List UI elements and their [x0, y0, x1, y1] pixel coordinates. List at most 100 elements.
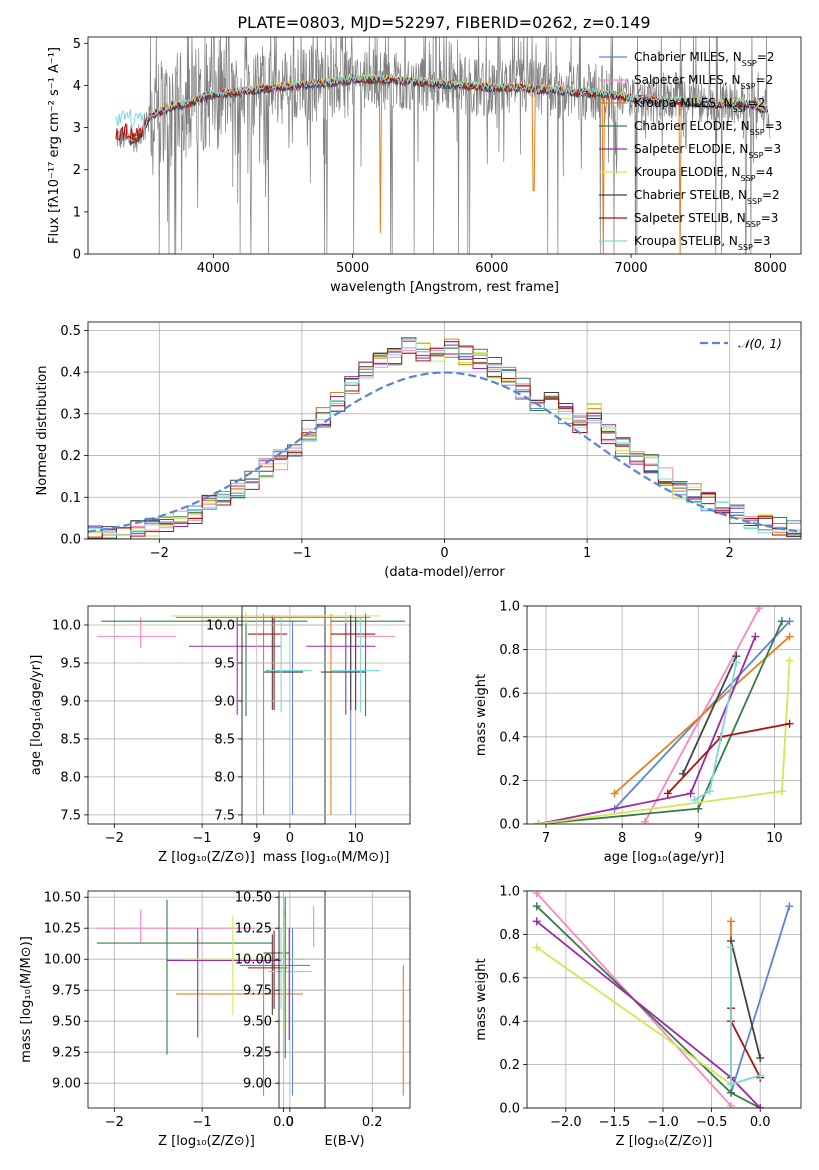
x-tick-label: −1.0 — [647, 1115, 679, 1130]
x-tick-label: 0 — [286, 831, 294, 846]
panel-mass-vs-EBV: 0.0 0.2 9.00 9.25 9.50 9.75 10.00 10.25 10.50 E(B… — [235, 890, 411, 1149]
y-tick-label: 7.5 — [214, 808, 235, 823]
x-tick-label: −1 — [292, 546, 311, 561]
x-tick-label: −1 — [193, 831, 212, 846]
x-tick-label: 10 — [347, 831, 364, 846]
series-marker — [756, 1071, 765, 1080]
y-axis-label: mass [log₁₀(M/M⊙)] — [19, 936, 34, 1063]
data-spectrum — [115, 37, 771, 254]
legend-label: Chabrier ELODIE, NSSP=3 — [634, 119, 782, 137]
y-tick-label: 0.4 — [499, 1015, 520, 1030]
y-tick-label: 0.0 — [499, 818, 520, 833]
x-tick-label: 7000 — [615, 261, 648, 276]
series-marker — [785, 719, 794, 728]
x-axis-label: (data-model)/error — [384, 565, 505, 580]
errorbar-kroupa-stelib — [330, 617, 381, 713]
series-marker — [686, 789, 695, 798]
series-kroupa-stelib — [727, 943, 765, 1089]
errorbar-chabrier-elodie — [96, 899, 273, 1055]
errorbar-kroupa-elodie — [261, 612, 381, 624]
plot-area — [96, 612, 325, 815]
series-marker — [777, 787, 786, 796]
legend-value: =2 — [756, 73, 774, 87]
y-axis-label: age [log₁₀(age/yr)] — [29, 655, 44, 776]
y-tick-label: 1 — [73, 205, 81, 220]
y-tick-label: 0.2 — [499, 1058, 520, 1073]
plot-area — [532, 891, 794, 1108]
axes-frame: 9 10 7.5 8.0 8.5 9.0 9.5 10.0 mass [log₁₀(M/M⊙)] — [206, 605, 411, 865]
series-marker — [532, 917, 541, 926]
x-tick-label: 9 — [253, 831, 261, 846]
axes-frame: 0.0 0.2 9.00 9.25 9.50 9.75 10.00 10.25 10.50 E(B… — [235, 890, 411, 1149]
y-tick-label: 2 — [73, 163, 81, 178]
x-tick-label: 0.0 — [750, 1115, 771, 1130]
x-tick-label: 9 — [694, 831, 702, 846]
y-tick-label: 9.75 — [52, 984, 81, 999]
plot-area — [534, 606, 794, 824]
y-tick-label: 9.00 — [52, 1077, 81, 1092]
series-marker — [785, 617, 794, 626]
x-tick-label: 10 — [766, 831, 783, 846]
chart-title: PLATE=0803, MJD=52297, FIBERID=0262, z=0… — [237, 13, 650, 32]
errorbar-salpeter-elodie — [188, 617, 282, 715]
axes-box — [87, 890, 326, 1109]
x-tick-label: −0.5 — [696, 1115, 728, 1130]
series-marker — [640, 817, 649, 824]
legend-label: Salpeter ELODIE, NSSP=3 — [634, 142, 781, 160]
legend-value: =4 — [756, 165, 774, 179]
series-marker — [732, 658, 741, 667]
y-axis-label: Flux [fλ10⁻¹⁷ erg cm⁻² s⁻¹ A⁻¹] — [47, 47, 62, 244]
errorbar-kroupa-miles — [256, 613, 371, 815]
axes-box — [278, 890, 411, 1109]
errorbar-salpeter-elodie — [167, 928, 282, 1038]
y-tick-label: 8.0 — [214, 770, 235, 785]
legend-value: =2 — [762, 188, 780, 202]
errorbar-salpeter-miles — [96, 909, 255, 944]
series-marker — [756, 1054, 765, 1063]
x-tick-label: −2.0 — [550, 1115, 582, 1130]
y-tick-label: 9.50 — [52, 1015, 81, 1030]
y-tick-label: 10.50 — [235, 891, 272, 906]
x-tick-label: −2 — [105, 1115, 124, 1130]
errorbar-kroupa-stelib — [267, 617, 312, 713]
legend-label: Chabrier MILES, NSSP=2 — [634, 50, 774, 68]
panel-age-vs-mass: 9 10 7.5 8.0 8.5 9.0 9.5 10.0 mass [log₁₀(M/M⊙)] — [206, 605, 411, 865]
x-axis-label: Z [log₁₀(Z/Z⊙)] — [158, 850, 255, 865]
y-axis-label: mass weight — [474, 958, 489, 1040]
x-axis-label: Z [log₁₀(Z/Z⊙)] — [158, 1134, 255, 1149]
series-line — [682, 655, 738, 775]
legend-subscript: SSP — [747, 197, 762, 206]
x-axis-label: age [log₁₀(age/yr)] — [604, 850, 725, 865]
y-tick-label: 0.0 — [499, 1102, 520, 1117]
legend-subscript: SSP — [742, 59, 757, 68]
plot-area — [256, 612, 406, 815]
errorbar-salpeter-miles — [96, 617, 176, 648]
series-marker — [727, 943, 736, 952]
series-kroupa-elodie — [534, 656, 794, 824]
legend-label: Kroupa ELODIE, NSSP=4 — [634, 165, 773, 183]
axes-box — [526, 605, 802, 825]
model-kroupa-stelib — [115, 73, 769, 130]
y-tick-label: 10.0 — [52, 618, 81, 633]
y-tick-label: 9.25 — [243, 1046, 272, 1061]
y-tick-label: 0.3 — [60, 407, 81, 422]
hist-kroupa-stelib — [88, 339, 801, 539]
legend-value: =3 — [763, 142, 781, 156]
series-marker — [756, 1104, 765, 1108]
errorbar-kroupa-miles — [175, 956, 304, 1096]
y-tick-label: 0.0 — [60, 533, 81, 548]
plot-area — [88, 337, 801, 539]
series-marker — [727, 917, 736, 926]
y-tick-label: 10.00 — [44, 953, 81, 968]
errorbar-chabrier-stelib — [321, 615, 366, 711]
x-tick-label: 8 — [618, 831, 626, 846]
series-line — [613, 635, 791, 795]
y-tick-label: 0.2 — [60, 449, 81, 464]
legend-subscript: SSP — [733, 105, 748, 114]
panel-mass-vs-Z: −2 −1 0 9.00 9.25 9.50 9.75 10.00 10.25 10.50 Z [l… — [19, 890, 326, 1149]
series-marker — [727, 1080, 736, 1089]
series-chabrier-stelib — [679, 652, 741, 778]
errorbar-chabrier-elodie — [330, 613, 406, 717]
legend-label: Salpeter MILES, NSSP=2 — [634, 73, 773, 91]
series-kroupa-miles — [610, 632, 794, 798]
